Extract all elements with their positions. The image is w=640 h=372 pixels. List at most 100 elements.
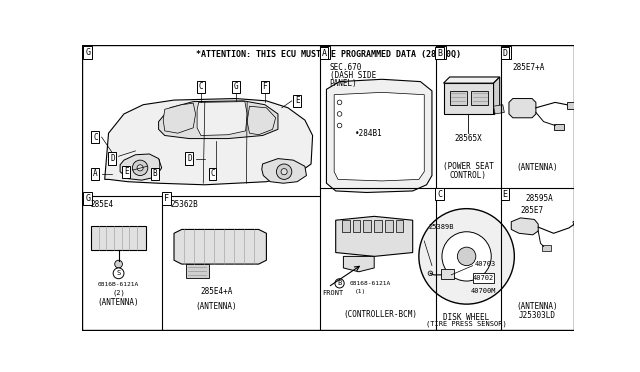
Text: E: E [124,167,129,176]
Bar [566,102,576,109]
Text: B: B [437,49,442,58]
Text: C: C [210,170,215,179]
Polygon shape [444,77,500,83]
Text: *ATTENTION: THIS ECU MUST BE PROGRAMMED DATA (284B0Q): *ATTENTION: THIS ECU MUST BE PROGRAMMED … [195,50,461,59]
Text: (POWER SEAT: (POWER SEAT [443,162,493,171]
Text: D: D [110,154,115,163]
Text: E: E [295,96,300,105]
Text: 40702: 40702 [473,275,494,281]
Text: A: A [93,170,98,179]
Text: 0816B-6121A: 0816B-6121A [98,282,139,286]
Circle shape [132,160,148,176]
Polygon shape [174,230,266,264]
Bar [471,91,488,105]
Circle shape [458,247,476,266]
Polygon shape [262,158,307,183]
Text: G: G [85,48,90,57]
Text: G: G [234,83,238,92]
Text: C: C [198,83,204,92]
Polygon shape [336,217,413,256]
Polygon shape [163,103,196,133]
Text: F: F [262,83,267,92]
Polygon shape [573,219,583,229]
Circle shape [115,260,122,268]
Text: (CONTROLLER-BCM): (CONTROLLER-BCM) [344,310,417,319]
Circle shape [442,232,492,281]
Polygon shape [334,92,424,181]
Text: 25362B: 25362B [170,200,198,209]
Text: 40700M: 40700M [471,288,496,294]
Text: (2): (2) [112,289,125,296]
Text: SEC.670: SEC.670 [330,63,362,72]
Text: 285E4+A: 285E4+A [200,286,232,295]
Circle shape [337,112,342,116]
Text: (TIRE PRESS SENSOR): (TIRE PRESS SENSOR) [426,321,507,327]
Bar [353,220,360,232]
Polygon shape [441,269,454,279]
Circle shape [337,123,342,128]
Polygon shape [509,99,536,118]
Text: 285E7+A: 285E7+A [512,63,545,72]
Polygon shape [197,102,247,135]
Text: C: C [437,189,442,199]
Bar [554,124,564,130]
Bar [186,264,209,278]
Text: A: A [322,49,326,58]
Polygon shape [493,105,504,114]
Text: (ANTENNA): (ANTENNA) [98,298,140,307]
Bar [374,220,382,232]
Circle shape [335,279,344,288]
Text: D: D [502,49,508,58]
Text: (DASH SIDE: (DASH SIDE [330,71,376,80]
Polygon shape [120,154,162,180]
Text: E: E [502,189,508,199]
Text: (ANTENNA): (ANTENNA) [196,302,237,311]
Polygon shape [159,101,278,139]
Text: D: D [187,154,192,163]
Text: F: F [164,194,169,203]
Bar [342,220,349,232]
Polygon shape [493,77,500,114]
Text: •284B1: •284B1 [355,129,383,138]
Text: (ANTENNA): (ANTENNA) [516,163,558,172]
Bar [385,220,393,232]
Text: DISK WHEEL: DISK WHEEL [444,314,490,323]
Polygon shape [247,106,276,135]
Text: PANEL): PANEL) [330,78,357,88]
Text: 25389B: 25389B [428,224,454,230]
Text: C: C [93,132,98,141]
Text: A: A [323,48,328,57]
Text: D: D [504,48,509,57]
Text: (ANTENNA): (ANTENNA) [516,302,558,311]
Text: B: B [152,170,157,179]
Polygon shape [105,99,312,185]
Polygon shape [326,79,432,192]
Bar [364,220,371,232]
Text: B: B [438,48,444,57]
Text: G: G [85,194,90,203]
Text: J25303LD: J25303LD [519,311,556,320]
Circle shape [113,268,124,279]
Bar [473,273,494,283]
Text: 08168-6121A: 08168-6121A [349,281,391,286]
Circle shape [276,164,292,179]
Text: CONTROL): CONTROL) [450,171,486,180]
Circle shape [428,271,433,276]
Text: 40703: 40703 [474,261,495,267]
Text: FRONT: FRONT [323,289,344,296]
Bar [91,225,147,250]
Circle shape [281,169,287,175]
Polygon shape [344,256,374,272]
Text: 28565X: 28565X [454,134,482,143]
Bar [450,91,467,105]
Bar [444,83,493,114]
Text: (1): (1) [355,289,366,294]
Text: 28595A: 28595A [526,194,554,203]
Text: 285E4: 285E4 [91,200,114,209]
Text: B: B [337,280,342,286]
Bar [542,245,551,251]
Circle shape [137,165,143,171]
Circle shape [419,209,515,304]
Text: 285E7: 285E7 [520,206,543,215]
Circle shape [337,100,342,105]
